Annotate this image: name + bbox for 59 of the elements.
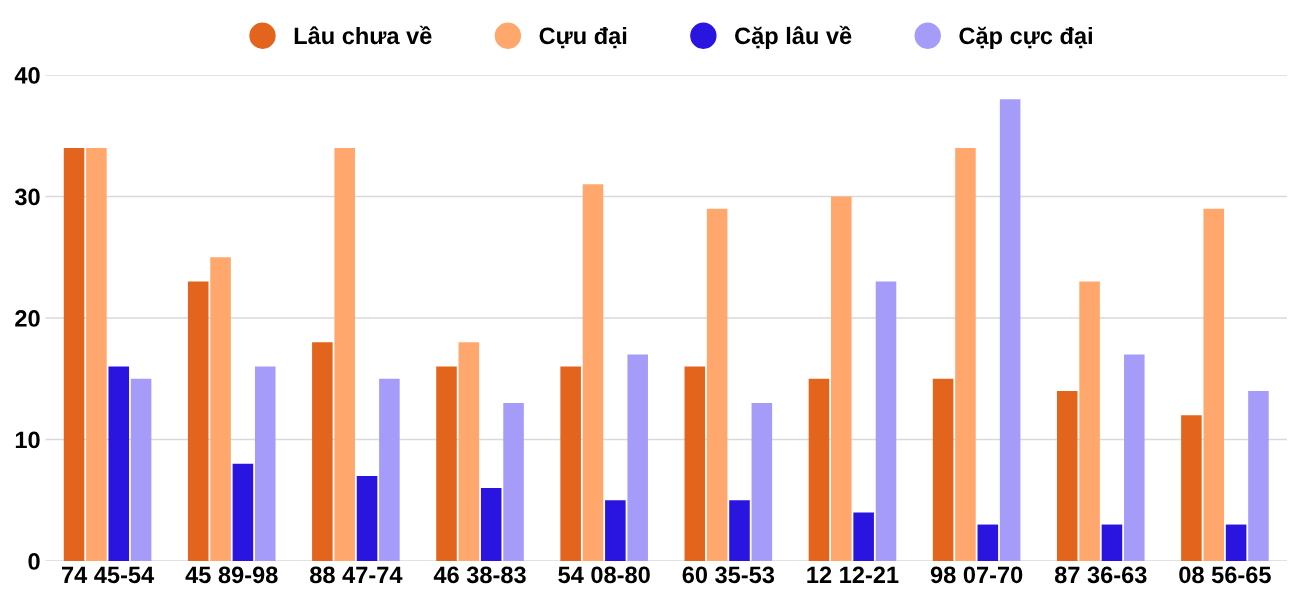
bar xyxy=(503,403,524,561)
y-tick-label: 30 xyxy=(14,188,40,206)
bar xyxy=(379,378,400,561)
x-tick-label: 98 07-70 xyxy=(930,566,1023,584)
bar xyxy=(187,281,209,561)
bar xyxy=(1225,524,1247,561)
bar xyxy=(436,366,457,561)
x-tick-label: 46 38-83 xyxy=(433,566,526,584)
bar xyxy=(999,99,1021,561)
legend-label: Lâu chưa về xyxy=(294,25,432,45)
bar xyxy=(729,500,750,561)
bar xyxy=(86,147,107,561)
bar xyxy=(605,500,626,561)
bar xyxy=(254,366,276,561)
bar xyxy=(1079,281,1100,561)
x-tick-label: 74 45-54 xyxy=(61,566,155,584)
bar xyxy=(684,366,706,561)
bar xyxy=(808,378,830,561)
bar xyxy=(751,403,773,561)
bar xyxy=(458,342,480,561)
legend-label: Cựu đại xyxy=(539,26,627,49)
bar xyxy=(1181,415,1202,561)
bar xyxy=(1056,390,1078,561)
bar xyxy=(130,378,152,561)
y-tick-label: 20 xyxy=(15,310,40,327)
y-tick-label: 0 xyxy=(28,553,40,570)
bar xyxy=(1248,390,1269,561)
bar xyxy=(955,147,976,561)
y-tick-label: 40 xyxy=(14,67,40,84)
bar xyxy=(356,475,378,561)
bar xyxy=(312,342,333,561)
bar xyxy=(627,354,648,561)
bar xyxy=(1101,524,1123,561)
x-tick-label: 87 36-63 xyxy=(1054,566,1147,584)
bar xyxy=(932,378,954,561)
bar xyxy=(232,463,254,561)
bar xyxy=(63,147,85,561)
bar xyxy=(480,488,502,561)
bar xyxy=(1124,354,1145,561)
bar xyxy=(853,512,874,561)
bar xyxy=(706,208,728,561)
bar xyxy=(1203,208,1225,561)
y-tick-label: 10 xyxy=(15,431,40,449)
legend-label: Cặp cực đại xyxy=(959,26,1092,49)
x-tick-label: 88 47-74 xyxy=(310,566,403,584)
x-tick-label: 60 35-53 xyxy=(682,566,775,584)
bar xyxy=(875,281,897,561)
bar xyxy=(831,196,852,561)
bar xyxy=(334,147,355,561)
bar xyxy=(108,366,130,561)
x-tick-label: 45 89-98 xyxy=(185,566,278,584)
x-tick-label: 12 12-21 xyxy=(807,566,899,583)
bar xyxy=(560,366,581,561)
bar xyxy=(977,524,999,561)
bar xyxy=(210,257,231,561)
bar xyxy=(582,184,604,561)
x-tick-label: 08 56-65 xyxy=(1179,566,1271,584)
x-tick-label: 54 08-80 xyxy=(558,566,650,584)
legend-label: Cặp lâu về xyxy=(735,25,852,49)
